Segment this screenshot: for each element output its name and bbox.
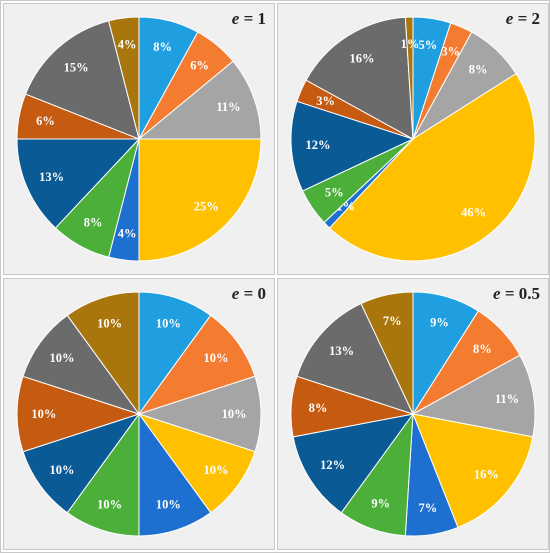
slice-label: 13%: [39, 170, 64, 184]
pie-slice: [108, 16, 140, 140]
slice-label: 6%: [190, 59, 209, 73]
slice-label: 10%: [50, 351, 75, 365]
slice-label: 16%: [350, 52, 375, 66]
pie-panel-e-0-5: 9% 8% 11% 16% 7% 9% 12% 8% 13% 7% e = 0.5: [277, 278, 549, 550]
slice-label: 13%: [329, 344, 354, 358]
slice-label: 16%: [474, 468, 499, 482]
pie-slice: [16, 138, 141, 229]
panel-title-e-1: e = 1: [231, 9, 266, 28]
pie-slice: [296, 302, 414, 415]
slice-label: 10%: [156, 498, 181, 512]
slice-label: 10%: [97, 317, 122, 331]
slice-label: 7%: [419, 501, 438, 515]
slice-label: 9%: [371, 497, 390, 511]
pie-slice: [66, 291, 140, 416]
slice-label: 6%: [36, 114, 55, 128]
slice-label: 3%: [441, 45, 460, 59]
pie-slice: [360, 291, 414, 415]
pie-slice: [137, 413, 256, 514]
slice-label: 7%: [383, 314, 402, 328]
slice-label: 9%: [430, 316, 449, 330]
slice-label: 8%: [84, 215, 103, 229]
slice-label: 8%: [473, 342, 492, 356]
pie-chart-e-0-5: 9% 8% 11% 16% 7% 9% 12% 8% 13% 7%: [290, 291, 536, 537]
pie-chart-e-1: 8% 6% 11% 25% 4% 8% 13% 6% 15% 4%: [16, 16, 262, 262]
pie-slice: [137, 375, 262, 453]
pie-slice: [411, 354, 536, 438]
pie-slice: [138, 138, 262, 262]
pie-panel-e-0: 10% 10% 10% 10% 10% 10% 10% 10% 10% 10% e = 0: [3, 278, 275, 550]
pie-panel-e-1: 8% 6% 11% 25% 4% 8% 13% 6% 15% 4% e = 1: [3, 3, 275, 275]
slice-label: 5%: [325, 185, 344, 199]
panel-title-e-0-5: e = 0.5: [493, 284, 540, 303]
pie-slice: [404, 16, 414, 140]
slice-label: 5%: [419, 38, 438, 52]
slice-label: 8%: [153, 40, 172, 54]
pie-slice: [22, 314, 141, 415]
slice-label: 1%: [401, 37, 420, 51]
slice-label: 10%: [31, 407, 56, 421]
pie-slice: [292, 413, 415, 514]
panel-title-e-0: e = 0: [231, 284, 266, 303]
pie-slice: [328, 72, 536, 262]
slice-label: 11%: [495, 392, 519, 406]
slice-label: 8%: [309, 401, 328, 415]
slice-label: 15%: [64, 61, 89, 75]
slice-label: 4%: [118, 226, 137, 240]
pie-slice: [290, 100, 415, 192]
slice-label: 11%: [216, 100, 240, 114]
pie-slice: [16, 375, 141, 453]
slice-label: 8%: [469, 63, 488, 77]
slice-label: 10%: [203, 351, 228, 365]
slice-label: 10%: [156, 317, 181, 331]
pie-slice: [137, 60, 262, 140]
slice-label: 46%: [461, 205, 486, 219]
slice-label: 12%: [320, 458, 345, 472]
pie-slice: [138, 412, 212, 537]
pie-chart-e-0: 10% 10% 10% 10% 10% 10% 10% 10% 10% 10%: [16, 291, 262, 537]
slice-label: 10%: [203, 463, 228, 477]
slice-label: 10%: [97, 498, 122, 512]
pie-panel-e-2: 5% 3% 8% 46% 1% 5% 12% 3% 16% 1% e = 2: [277, 3, 549, 275]
pie-slice: [137, 314, 256, 415]
slice-label: 4%: [118, 38, 137, 52]
pie-slice: [305, 16, 414, 140]
pie-slice: [22, 413, 141, 514]
slice-label: 3%: [316, 94, 335, 108]
slice-label: 25%: [194, 199, 219, 213]
panel-title-e-2: e = 2: [505, 9, 540, 28]
pie-slice: [24, 20, 140, 140]
pie-slice: [412, 413, 534, 529]
pie-chart-e-2: 5% 3%8%46%1%5%12%3%16%1%: [290, 16, 536, 262]
pie-slice: [66, 412, 140, 537]
slice-label: 12%: [306, 138, 331, 152]
slice-label: 10%: [222, 407, 247, 421]
pie-slice: [138, 291, 212, 416]
slice-label: 10%: [50, 463, 75, 477]
